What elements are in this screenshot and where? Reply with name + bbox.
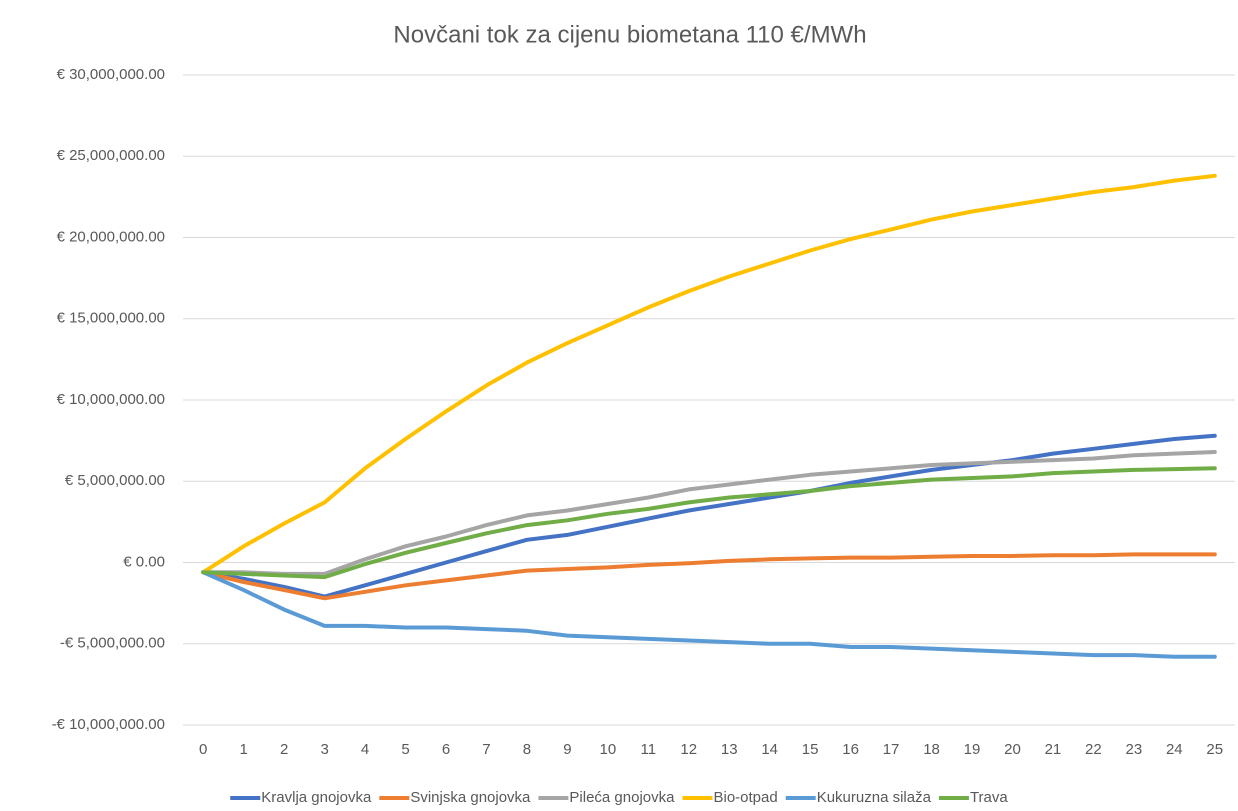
y-tick-label: € 5,000,000.00 (65, 472, 165, 489)
x-tick-label: 6 (442, 741, 450, 758)
legend-label: Trava (970, 789, 1008, 806)
x-tick-label: 12 (680, 741, 697, 758)
x-tick-label: 14 (761, 741, 778, 758)
y-tick-label: € 20,000,000.00 (57, 228, 165, 245)
x-tick-label: 8 (523, 741, 531, 758)
x-tick-label: 1 (240, 741, 248, 758)
x-tick-label: 15 (802, 741, 819, 758)
x-tick-label: 23 (1126, 741, 1143, 758)
series-line (201, 433, 1217, 599)
x-tick-label: 17 (883, 741, 900, 758)
series-line (201, 173, 1217, 575)
x-tick-label: 18 (923, 741, 940, 758)
x-tick-label: 24 (1166, 741, 1183, 758)
series-line (201, 552, 1217, 601)
legend-label: Kukuruzna silaža (817, 789, 932, 806)
legend-label: Svinjska gnojovka (410, 789, 531, 806)
legend-label: Pileća gnojovka (569, 789, 675, 806)
y-tick-label: € 25,000,000.00 (57, 147, 165, 164)
y-tick-label: -€ 5,000,000.00 (60, 635, 165, 652)
series-line (201, 450, 1217, 576)
y-tick-label: € 30,000,000.00 (57, 66, 165, 83)
x-tick-label: 20 (1004, 741, 1021, 758)
x-tick-label: 2 (280, 741, 288, 758)
x-tick-label: 16 (842, 741, 859, 758)
series-line (201, 466, 1217, 580)
y-tick-label: € 0.00 (123, 553, 165, 570)
x-tick-label: 10 (600, 741, 617, 758)
x-tick-label: 0 (199, 741, 207, 758)
y-tick-label: € 10,000,000.00 (57, 391, 165, 408)
series-line (201, 570, 1217, 659)
x-tick-label: 5 (401, 741, 409, 758)
y-tick-label: -€ 10,000,000.00 (52, 716, 165, 733)
x-tick-label: 4 (361, 741, 369, 758)
x-tick-label: 13 (721, 741, 738, 758)
x-tick-label: 25 (1206, 741, 1223, 758)
legend: Kravlja gnojovka Svinjska gnojovka Pileća … (230, 789, 1008, 806)
x-tick-label: 22 (1085, 741, 1102, 758)
legend-label: Kravlja gnojovka (261, 789, 372, 806)
chart-title: Novčani tok za cijenu biometana 110 €/MW… (393, 21, 866, 48)
x-tick-label: 19 (964, 741, 981, 758)
x-tick-label: 7 (482, 741, 490, 758)
legend-label: Bio-otpad (713, 789, 777, 806)
x-tick-label: 3 (320, 741, 328, 758)
x-tick-label: 11 (641, 741, 657, 758)
x-tick-label: 21 (1045, 741, 1062, 758)
y-tick-label: € 15,000,000.00 (57, 310, 165, 327)
x-tick-label: 9 (563, 741, 571, 758)
